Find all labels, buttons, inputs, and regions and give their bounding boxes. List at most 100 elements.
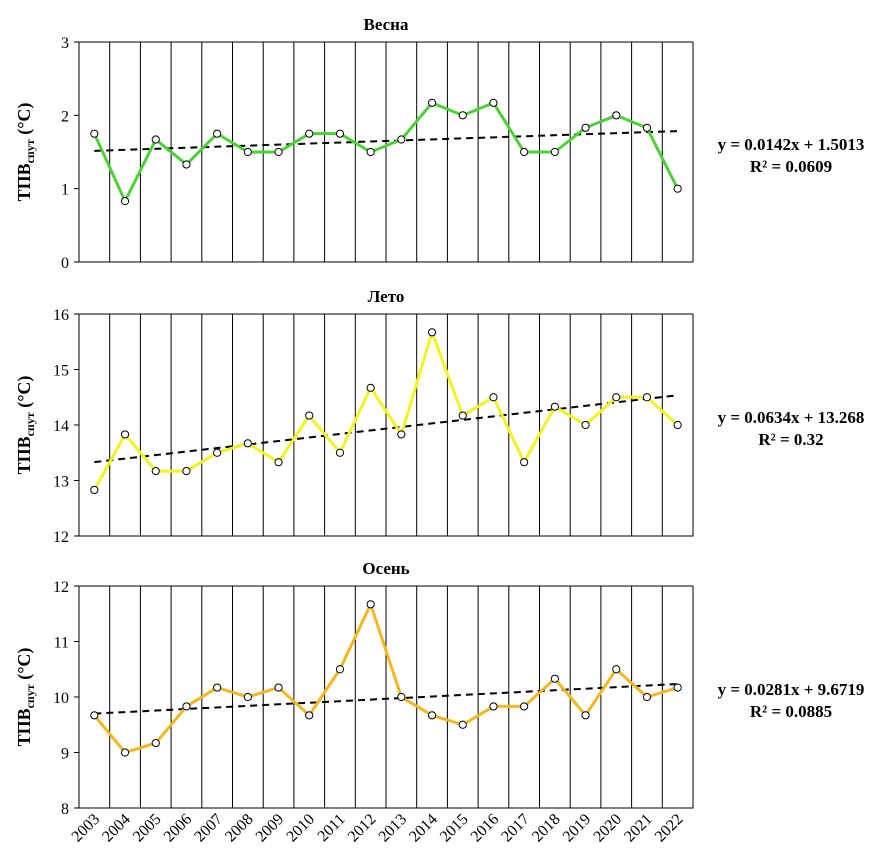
x-tick-label: 2012	[345, 811, 380, 846]
y-axis-label: TПВспут (°C)	[14, 103, 37, 202]
data-point	[274, 683, 283, 692]
data-point	[427, 711, 437, 720]
data-point	[335, 129, 345, 138]
chart-title: Осень	[362, 559, 409, 578]
data-point	[520, 702, 529, 711]
data-point	[213, 129, 222, 138]
series-line	[92, 101, 679, 203]
data-point	[151, 738, 160, 748]
x-tick-label: 2005	[130, 811, 165, 846]
data-point	[581, 420, 590, 430]
x-tick-label: 2010	[283, 811, 318, 846]
y-tick-label: 15	[53, 363, 69, 380]
data-point	[243, 147, 252, 157]
y-tick-label: 2	[61, 108, 69, 125]
data-point	[366, 147, 375, 157]
y-tick-label: 3	[61, 35, 69, 52]
data-point	[427, 98, 437, 107]
data-point	[489, 98, 498, 107]
data-point	[612, 111, 621, 120]
series-line	[93, 602, 679, 754]
data-point	[581, 123, 590, 132]
x-tick-label: 2014	[406, 811, 441, 846]
trendline	[94, 130, 678, 152]
data-point	[520, 147, 529, 157]
y-tick-label: 11	[54, 635, 69, 652]
data-point	[213, 683, 222, 692]
chart-panel-2: Лето 12 13 14 15 16 TПВспут (°C) y = 0.0634x + …	[14, 287, 864, 546]
data-point	[305, 711, 314, 720]
data-point	[366, 600, 375, 609]
data-point	[397, 430, 406, 439]
data-point	[397, 692, 406, 702]
data-point	[182, 466, 191, 476]
x-tick-label: 2007	[191, 811, 226, 846]
data-point	[642, 393, 652, 402]
data-point	[335, 665, 345, 674]
data-point	[274, 458, 283, 467]
data-point	[305, 129, 314, 138]
chart-panel-1: Весна 0 1 2 3 TПВспут (°C) y = 0.0142x + 1.501…	[14, 15, 864, 272]
data-point	[612, 393, 621, 402]
trendline-r-squared: R² = 0.32	[758, 430, 823, 449]
data-point	[673, 184, 682, 193]
data-point	[458, 411, 467, 420]
data-point	[305, 411, 314, 420]
y-tick-label: 16	[53, 307, 69, 324]
data-point	[335, 448, 345, 457]
trendline-equation: y = 0.0281x + 9.6719	[718, 680, 865, 699]
data-point	[642, 692, 652, 702]
x-tick-label: 2020	[590, 811, 625, 846]
data-point	[366, 383, 375, 392]
trendline	[94, 394, 678, 464]
y-axis-label: TПВспут (°C)	[14, 376, 37, 475]
x-tick-label: 2011	[315, 811, 349, 845]
x-tick-label: 2009	[253, 811, 288, 846]
data-point	[673, 420, 682, 430]
data-point	[213, 448, 222, 457]
data-point	[673, 683, 682, 692]
x-tick-label: 2021	[621, 811, 656, 846]
y-tick-label: 14	[53, 418, 69, 435]
data-point	[90, 485, 99, 495]
y-tick-label: 12	[53, 579, 69, 596]
x-tick-label: 2016	[468, 811, 503, 846]
chart-title: Весна	[364, 15, 409, 34]
data-point	[397, 135, 406, 144]
data-point	[520, 458, 529, 467]
y-axis-label: TПВспут (°C)	[14, 648, 37, 747]
data-point	[427, 328, 437, 337]
y-tick-label: 8	[61, 801, 69, 818]
data-point	[90, 129, 99, 138]
data-point	[90, 711, 99, 720]
chart-title: Лето	[368, 287, 405, 306]
data-point	[550, 147, 559, 157]
y-tick-label: 9	[61, 746, 69, 763]
trendline	[94, 683, 678, 715]
data-point	[550, 674, 559, 683]
data-point	[458, 720, 467, 729]
data-point	[489, 393, 498, 402]
x-tick-label: 2008	[222, 811, 257, 846]
data-point	[120, 430, 130, 439]
y-tick-label: 0	[61, 255, 69, 272]
x-tick-label: 2015	[437, 811, 472, 846]
data-point	[642, 123, 652, 132]
data-point	[550, 402, 559, 411]
data-point	[182, 160, 191, 169]
trendline-r-squared: R² = 0.0885	[750, 702, 832, 721]
data-point	[120, 748, 130, 757]
x-tick-label: 2017	[498, 811, 533, 846]
x-tick-label: 2003	[69, 811, 104, 846]
y-tick-label: 1	[61, 182, 69, 199]
x-tick-label: 2019	[560, 811, 595, 846]
data-point	[151, 135, 160, 144]
y-tick-label: 12	[53, 529, 69, 546]
data-point	[612, 665, 621, 674]
x-tick-label: 2013	[376, 811, 411, 846]
trendline-equation: y = 0.0142x + 1.5013	[718, 135, 865, 154]
data-point	[151, 466, 160, 476]
data-point	[489, 702, 498, 711]
data-point	[243, 692, 252, 702]
